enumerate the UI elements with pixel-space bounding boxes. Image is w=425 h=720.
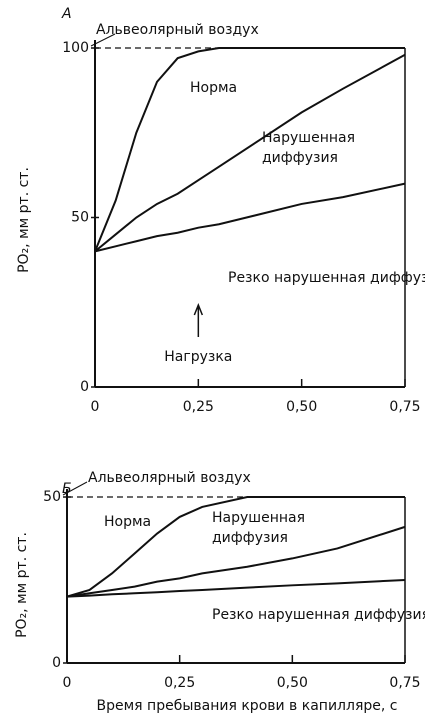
series-label: Резко нарушенная диффузия <box>228 270 425 286</box>
series-line <box>66 525 406 598</box>
x-tick-label: 0,25 <box>164 675 195 691</box>
series-line <box>66 579 406 598</box>
series-line <box>66 496 405 598</box>
panel-label: А <box>61 6 72 22</box>
series-label: Альвеолярный воздух <box>96 22 259 38</box>
annotation: Нагрузка <box>164 349 232 365</box>
load-arrow <box>193 302 204 337</box>
y-axis-label: PO₂, мм рт. ст. <box>16 167 32 273</box>
pointer-arrow <box>62 481 88 496</box>
x-axis-label: Время пребывания крови в капилляре, с <box>97 698 398 714</box>
series-line <box>94 182 406 253</box>
x-tick-label: 0,75 <box>389 675 420 691</box>
x-tick-label: 0 <box>63 675 72 691</box>
y-tick-label: 50 <box>71 210 89 226</box>
series-label: Резко нарушенная диффузия <box>212 607 425 623</box>
y-axis-label: PO₂, мм рт. ст. <box>14 532 30 638</box>
series-line <box>94 47 405 252</box>
x-tick-label: 0,50 <box>286 399 317 415</box>
y-tick-label: 0 <box>52 655 61 671</box>
x-tick-label: 0,75 <box>389 399 420 415</box>
x-tick-label: 0,25 <box>183 399 214 415</box>
y-tick-label: 0 <box>80 379 89 395</box>
y-tick-label: 50 <box>43 489 61 505</box>
series-label: Норма <box>190 80 237 96</box>
series-label: Нарушенная диффузия <box>262 130 355 166</box>
series-label: Норма <box>104 514 151 530</box>
panel-label: Б <box>62 481 72 497</box>
x-tick-label: 0 <box>91 399 100 415</box>
series-line <box>94 53 406 253</box>
pointer-arrow <box>90 33 116 47</box>
series-label: Нарушенная диффузия <box>212 510 305 546</box>
y-tick-label: 100 <box>62 40 89 56</box>
series-label: Альвеолярный воздух <box>88 470 251 486</box>
x-tick-label: 0,50 <box>277 675 308 691</box>
